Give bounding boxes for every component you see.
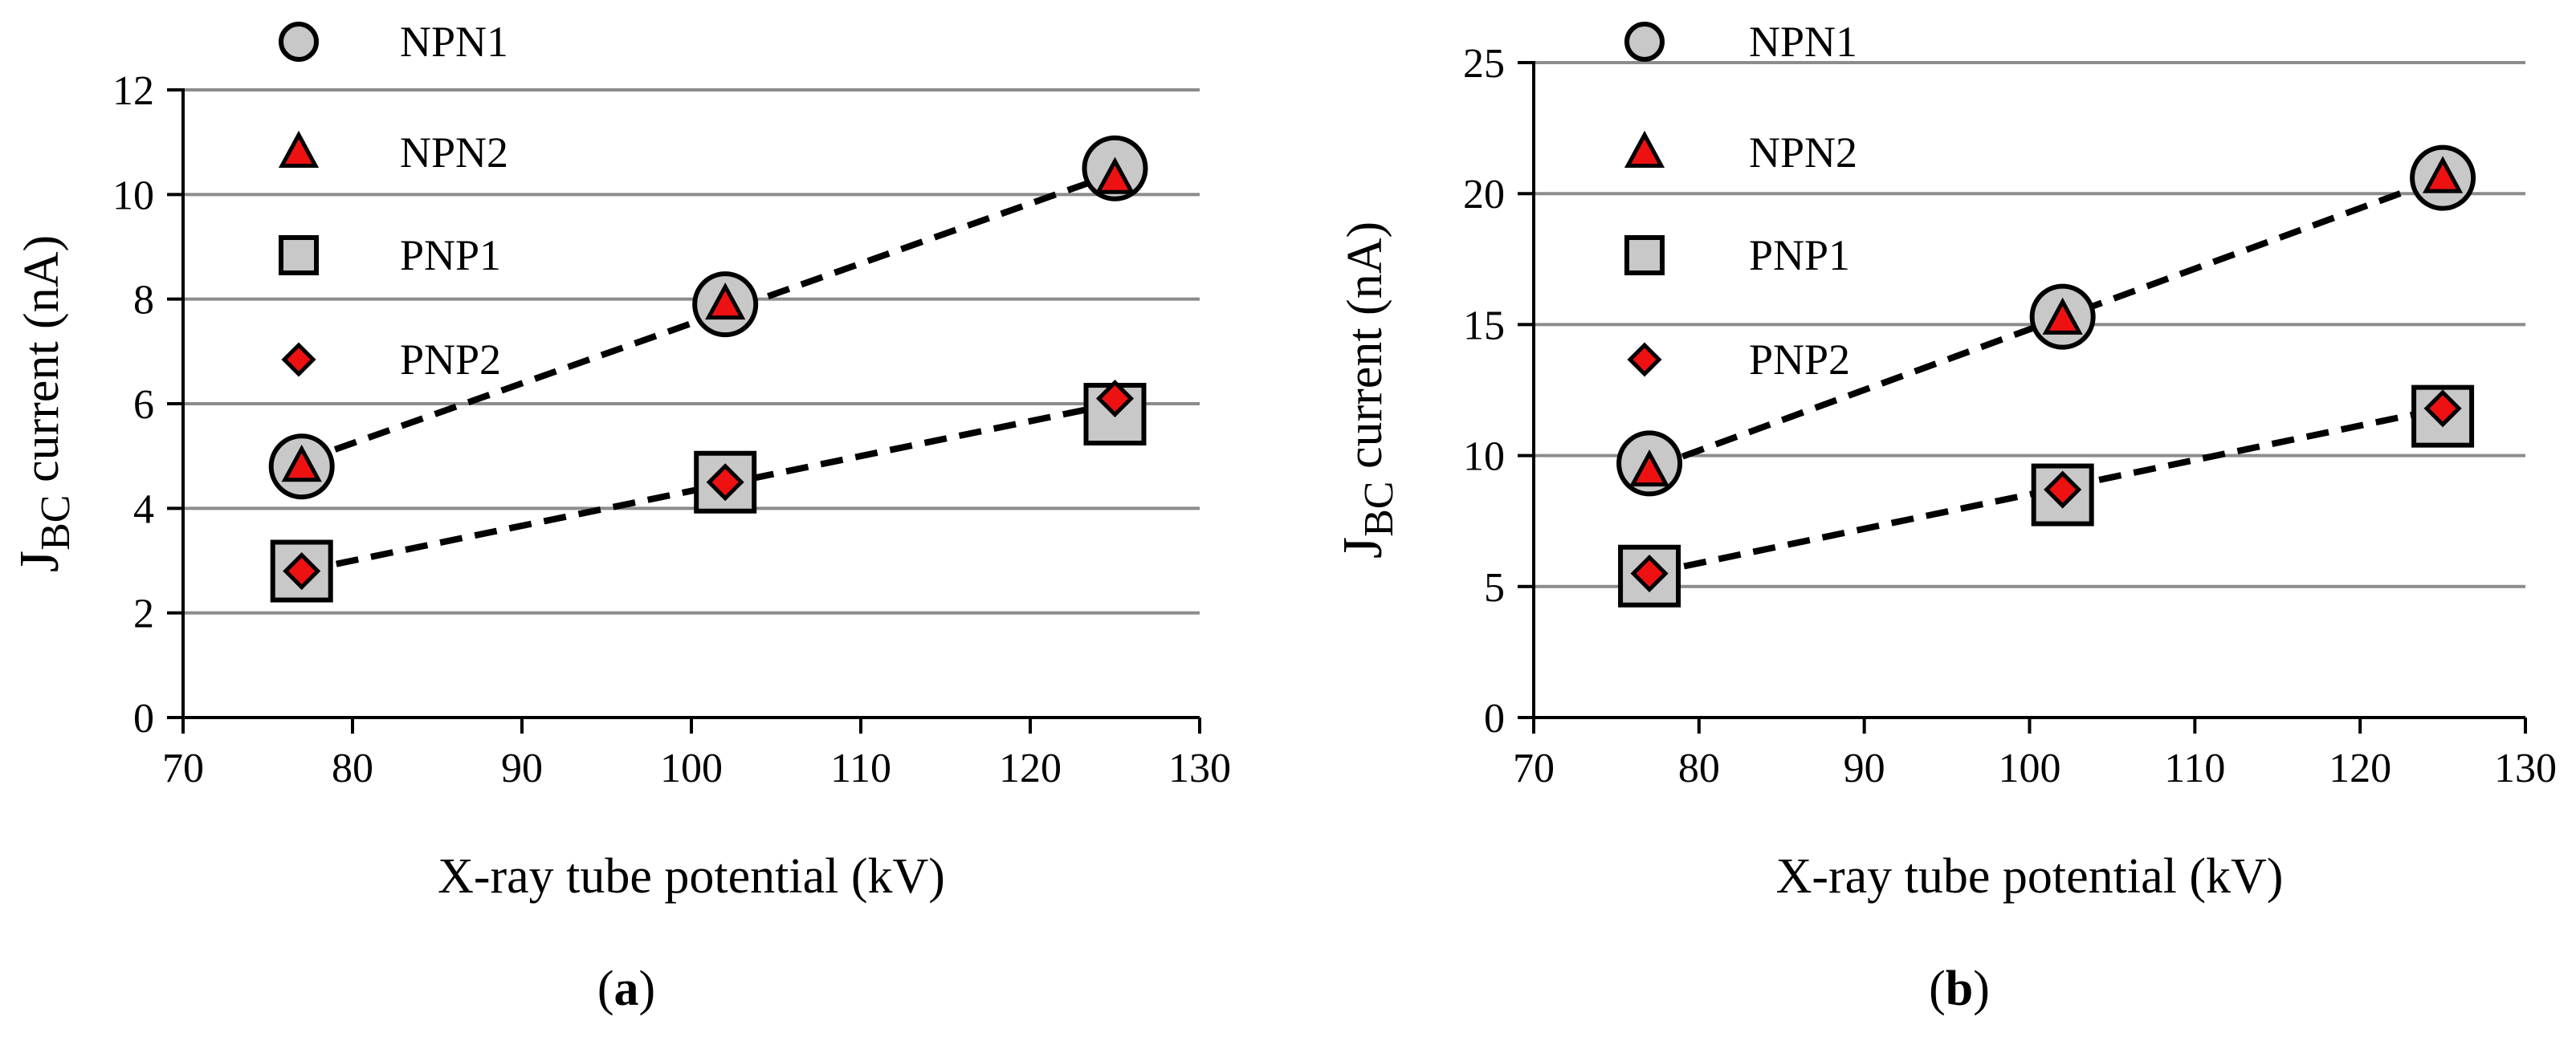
caption-close: ) [639,962,656,1016]
trend-line [300,401,1116,575]
y-axis-title-sub: BC [33,495,79,551]
x-tick-label: 80 [1678,746,1720,791]
y-axis-title-rest: current (nA) [1338,222,1392,482]
legend-label-npn1: NPN1 [400,18,508,66]
panel-caption: (b) [1929,962,1990,1016]
x-tick-label: 90 [1844,746,1885,791]
x-tick-label: 110 [830,746,891,791]
y-tick-label: 25 [1463,41,1505,87]
x-tick-label: 90 [501,746,543,791]
x-tick-label: 70 [162,746,204,791]
data-point-npn2 [1628,449,1670,487]
legend-marker-npn2 [278,130,320,168]
x-tick-label: 130 [1168,746,1231,791]
data-point-pnp2 [1095,379,1135,418]
y-axis-title-main: J [9,551,71,572]
data-point-pnp2 [2423,389,2462,428]
legend-label-pnp2: PNP2 [400,335,501,384]
y-tick-label: 10 [1463,434,1505,480]
x-tick-label: 120 [2329,746,2391,791]
legend-label-npn2: NPN2 [400,128,508,177]
chart-b: 0 5 10 15 20 25 70 80 90 100 110 120 130 NPN1 NPN2 PNP1… [1332,18,2557,1016]
y-axis-title-rest: current (nA) [14,235,69,495]
caption-close: ) [1973,962,1990,1016]
y-tick-label: 0 [1484,696,1505,742]
legend-marker-pnp1 [279,235,319,275]
x-axis-title: X-ray tube potential (kV) [1776,849,2284,904]
y-tick-label: 8 [133,278,154,323]
y-tick-label: 20 [1463,172,1505,218]
legend-label-pnp2: PNP2 [1749,335,1850,384]
y-axis-title-sub: BC [1356,482,1402,537]
legend-label-pnp1: PNP1 [400,231,501,279]
data-point-npn2 [281,444,322,482]
y-tick-label: 15 [1463,303,1505,348]
panel-caption: (a) [597,962,655,1016]
data-point-npn2 [2422,156,2464,193]
y-axis-title: JBC current (nA) [9,235,79,572]
x-tick-label: 70 [1513,746,1555,791]
data-point-npn2 [705,282,746,320]
legend-marker-npn1 [279,22,319,62]
y-tick-label: 12 [112,68,154,114]
legend-marker-pnp1 [1624,235,1665,275]
data-point-pnp2 [706,463,744,502]
caption-open: ( [1929,962,1946,1016]
legend-marker-npn2 [1624,130,1665,168]
y-tick-label: 10 [112,173,154,218]
legend-label-pnp1: PNP1 [1749,231,1850,279]
x-tick-label: 130 [2494,746,2557,791]
y-tick-label: 5 [1484,565,1505,611]
legend-label-npn1: NPN1 [1749,18,1857,66]
y-tick-label: 4 [133,486,154,532]
legend-label-npn2: NPN2 [1749,128,1857,177]
x-tick-label: 100 [660,746,723,791]
caption-label: a [614,962,639,1016]
data-point-npn2 [2042,297,2083,335]
legend-marker-pnp2 [1627,342,1662,377]
x-tick-label: 110 [2164,746,2225,791]
y-axis-title: JBC current (nA) [1332,222,1402,559]
y-tick-label: 0 [133,696,154,742]
data-point-pnp2 [1630,554,1669,593]
x-axis-title: X-ray tube potential (kV) [438,849,945,904]
data-point-pnp2 [283,551,321,591]
data-point-npn2 [1094,157,1135,194]
legend-marker-npn1 [1624,22,1665,62]
y-axis-title-main: J [1332,537,1394,559]
y-tick-label: 6 [133,382,154,428]
x-tick-label: 100 [1999,746,2061,791]
caption-label: b [1946,962,1973,1016]
y-tick-label: 2 [133,592,154,637]
x-tick-label: 120 [999,746,1062,791]
chart-a: 0 2 4 6 8 10 12 70 80 90 100 110 120 130 NPN1 NPN2 PNP1 P… [9,18,1231,1016]
data-point-pnp2 [2044,470,2082,509]
legend-marker-pnp2 [281,342,316,377]
caption-open: ( [597,962,614,1016]
x-tick-label: 80 [332,746,373,791]
